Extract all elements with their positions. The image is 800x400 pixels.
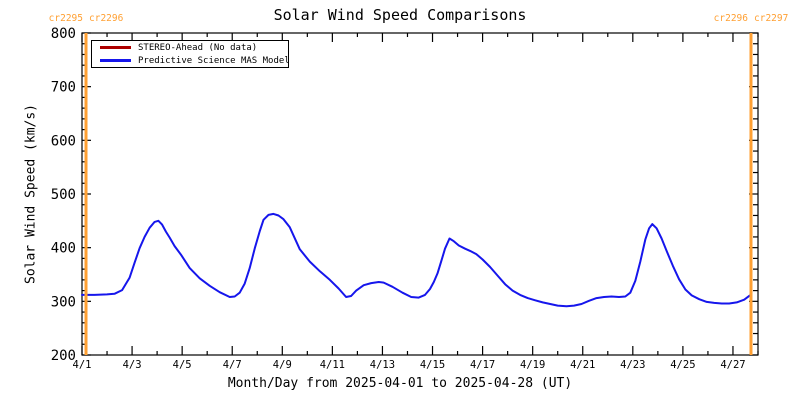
series-line-predictive-science-mas-model xyxy=(81,212,752,308)
y-tick-label: 400 xyxy=(51,241,76,257)
axis-frame xyxy=(81,32,759,356)
x-tick-label: 4/1 xyxy=(73,359,92,371)
x-tick-label: 4/19 xyxy=(520,359,545,371)
x-tick-label: 4/9 xyxy=(273,359,292,371)
carrington-boundary-lines xyxy=(84,33,753,355)
x-tick-label: 4/15 xyxy=(420,359,445,371)
legend-entry-mas-model: Predictive Science MAS Model xyxy=(92,55,290,66)
y-axis-title: Solar Wind Speed (km/s) xyxy=(23,103,39,285)
carrington-label: cr2297 xyxy=(754,13,789,24)
x-tick-label: 4/27 xyxy=(720,359,745,371)
x-axis-title: Month/Day from 2025-04-01 to 2025-04-28 … xyxy=(227,376,573,391)
y-tick-label: 600 xyxy=(51,133,76,149)
carrington-labels-left: cr2295 cr2296 xyxy=(49,13,124,24)
y-tick-label: 800 xyxy=(51,26,76,42)
x-tick-label: 4/13 xyxy=(370,359,395,371)
x-tick-label: 4/17 xyxy=(470,359,495,371)
y-tick-label: 700 xyxy=(51,80,76,96)
x-tick-label: 4/25 xyxy=(670,359,695,371)
carrington-labels-right: cr2296 cr2297 xyxy=(714,13,789,24)
legend-label: Predictive Science MAS Model xyxy=(138,55,290,66)
y-tick-label: 500 xyxy=(51,187,76,203)
axis-ticks xyxy=(81,32,759,356)
x-tick-labels: 4/1 4/3 4/5 4/7 4/9 4/11 4/13 4/15 4/17 4/19 4/21 4… xyxy=(73,359,746,371)
x-tick-label: 4/11 xyxy=(320,359,345,371)
x-tick-label: 4/21 xyxy=(570,359,595,371)
y-tick-label: 200 xyxy=(51,348,76,364)
x-tick-label: 4/7 xyxy=(223,359,242,371)
y-tick-labels: 200 300 400 500 600 700 800 xyxy=(51,26,76,364)
legend-entry-stereo: STEREO-Ahead (No data) xyxy=(92,42,288,53)
legend-color-line-blue xyxy=(100,59,131,62)
carrington-label: cr2296 xyxy=(713,13,748,24)
carrington-label: cr2296 xyxy=(89,13,124,24)
y-tick-label: 300 xyxy=(51,294,76,310)
x-tick-label: 4/5 xyxy=(173,359,192,371)
chart-title: Solar Wind Speed Comparisons xyxy=(273,6,527,24)
legend-label: STEREO-Ahead (No data) xyxy=(138,42,258,53)
legend-color-line-red xyxy=(100,46,131,49)
x-tick-label: 4/23 xyxy=(620,359,645,371)
legend: STEREO-Ahead (No data) Predictive Scienc… xyxy=(91,40,290,68)
x-tick-label: 4/3 xyxy=(123,359,142,371)
carrington-label: cr2295 xyxy=(48,13,83,24)
